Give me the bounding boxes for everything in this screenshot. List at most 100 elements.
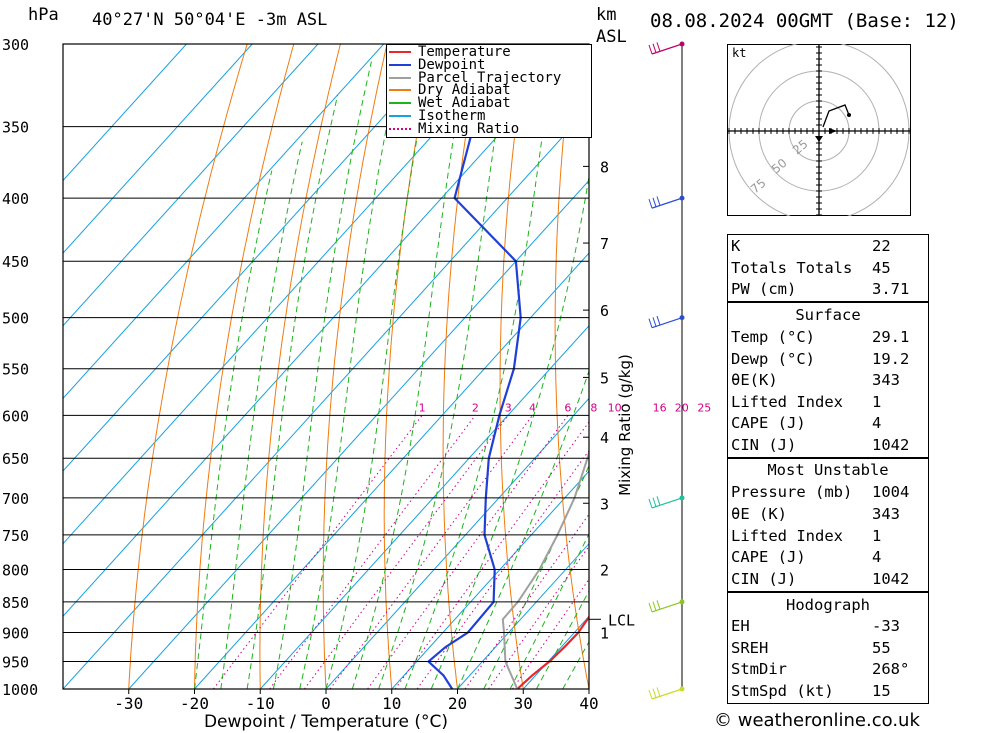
index-value: 29.1 — [872, 328, 910, 346]
wind-barb — [651, 688, 683, 700]
wet-adiabat-line — [509, 532, 589, 689]
mixing-ratio-axis-title: Mixing Ratio (g/kg) — [616, 354, 634, 496]
x-tick-label: 20 — [448, 694, 467, 713]
legend: Temperature Dewpoint Parcel Trajectory Dry … — [386, 44, 592, 138]
index-label: Lifted Index — [731, 526, 843, 545]
hodograph-trace — [822, 104, 850, 128]
pressure-tick-label: 650 — [2, 450, 29, 468]
series-parcel-line — [501, 449, 589, 689]
wet-adiabat-line — [535, 589, 589, 689]
mixing-ratio-label: 4 — [529, 401, 536, 414]
dry-adiabat-line — [660, 44, 720, 689]
wind-barb-feather — [652, 497, 657, 507]
wind-barb-feather — [656, 496, 661, 506]
pressure-tick-label: 600 — [2, 407, 29, 425]
isotherm-line — [391, 470, 589, 689]
x-tick-label: -10 — [246, 694, 275, 713]
pressure-tick-label: 800 — [2, 561, 29, 579]
km-tick-label: 2 — [600, 561, 609, 579]
index-value: 1042 — [872, 570, 910, 589]
legend-label: Parcel Trajectory — [418, 69, 562, 86]
km-tick-label: 1 — [600, 625, 609, 643]
index-label: CAPE (J) — [731, 548, 806, 567]
legend-label: Dewpoint — [418, 56, 486, 73]
km-tick-label: 7 — [600, 235, 609, 253]
isotherm-line — [63, 44, 450, 472]
mixing-ratio-label: 25 — [697, 401, 711, 414]
index-value: -33 — [872, 617, 900, 635]
index-value: 45 — [872, 258, 891, 277]
storm-motion-marker — [815, 136, 823, 142]
legend-swatch — [389, 115, 411, 117]
x-tick-label: 40 — [579, 694, 598, 713]
mixing-ratio-line — [416, 449, 589, 689]
pressure-tick-label: 350 — [2, 119, 29, 137]
index-label: Pressure (mb) — [731, 483, 853, 501]
mixing-ratio-label: 3 — [505, 401, 512, 414]
isotherm-line — [63, 44, 516, 545]
legend-swatch — [389, 89, 411, 92]
wind-barb-feather — [656, 42, 661, 52]
legend-item: Dewpoint — [389, 56, 486, 73]
isotherm-line — [194, 252, 589, 689]
wind-barb-feather — [652, 601, 657, 611]
index-label: Lifted Index — [731, 392, 843, 411]
isotherm-line — [63, 44, 187, 182]
wind-barb-feather — [652, 317, 657, 327]
index-label: K — [731, 237, 741, 255]
legend-swatch — [389, 102, 411, 105]
wind-barb-feather — [652, 197, 657, 207]
index-label: CAPE (J) — [731, 414, 806, 433]
wind-barb — [651, 43, 683, 55]
wet-adiabat-line — [194, 170, 273, 689]
mixing-ratio-line — [512, 578, 589, 689]
pressure-tick-label: 300 — [2, 36, 29, 54]
km-tick-label: 4 — [600, 429, 609, 447]
isotherm-line — [63, 44, 582, 618]
dry-adiabat-line — [946, 44, 1000, 689]
legend-swatch — [389, 76, 411, 79]
mixing-ratio-line — [329, 415, 533, 689]
index-label: SREH — [731, 638, 769, 657]
legend-item: Temperature — [389, 45, 511, 59]
hodograph-params-title: Hodograph — [786, 596, 870, 614]
wind-barb-feather — [648, 602, 653, 613]
index-value: 1 — [872, 392, 882, 411]
hodograph-unit: kt — [732, 46, 746, 60]
km-tick-label: 3 — [600, 495, 609, 513]
wind-barb — [651, 197, 683, 209]
index-value: 343 — [872, 371, 900, 390]
pressure-unit-label: hPa — [28, 5, 59, 25]
mixing-ratio-line — [303, 414, 509, 689]
wind-barb-feather — [648, 498, 653, 509]
index-value: 15 — [872, 681, 891, 700]
x-tick-label: 30 — [514, 694, 533, 713]
wind-barb — [651, 317, 683, 329]
isotherm-line — [457, 542, 589, 689]
mixing-ratio-label: 8 — [590, 401, 597, 414]
wet-adiabat-line — [325, 44, 436, 689]
index-value: 4 — [872, 548, 882, 567]
general-indices-box — [727, 234, 929, 302]
mixing-ratio-line — [213, 414, 423, 689]
legend-item: Parcel Trajectory — [389, 69, 562, 86]
wind-barb-feather — [656, 315, 661, 326]
index-value: 1004 — [872, 483, 910, 501]
wet-adiabat-line — [299, 44, 404, 689]
mixing-ratio-line — [367, 415, 569, 689]
dry-adiabat-line — [383, 44, 435, 689]
legend-item: Wet Adiabat — [389, 96, 511, 110]
mixing-ratio-label: 10 — [608, 401, 622, 414]
index-label: StmDir — [731, 660, 787, 678]
km-tick-label: 6 — [600, 302, 609, 320]
index-value: 3.71 — [872, 280, 910, 299]
wind-barb-feather — [648, 198, 653, 209]
dry-adiabat-line — [259, 44, 341, 689]
pressure-tick-label: 550 — [2, 361, 29, 379]
x-tick-label: -20 — [180, 694, 209, 713]
lcl-label: LCL — [608, 611, 635, 629]
wind-barb-feather — [656, 196, 661, 206]
isotherm-line — [259, 325, 589, 689]
pressure-tick-label: 950 — [2, 654, 29, 672]
legend-label: Dry Adiabat — [418, 82, 511, 99]
